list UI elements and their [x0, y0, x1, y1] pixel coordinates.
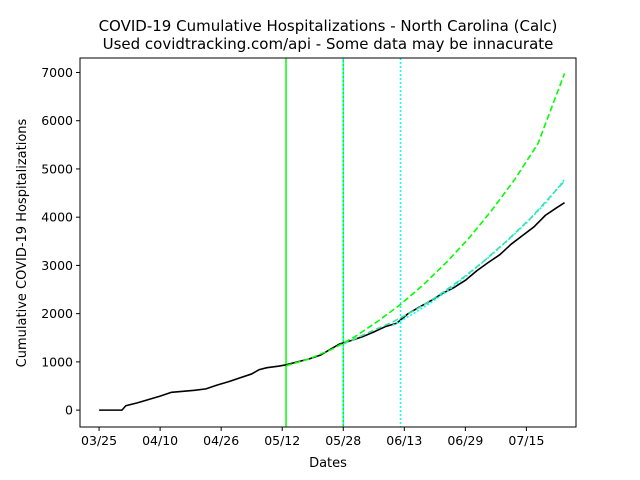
x-axis: 03/25 04/10 04/26 05/12 05/28 06/13 06/29 07/15: [81, 427, 544, 448]
series-line-4: [342, 180, 566, 345]
y-tick-label: 0: [65, 403, 73, 418]
y-tick-label: 4000: [41, 210, 73, 225]
x-tick-label: 06/29: [447, 433, 483, 448]
x-tick-label: 04/10: [142, 433, 178, 448]
y-axis-label: Cumulative COVID-19 Hospitalizations: [15, 118, 30, 367]
chart-subtitle: Used covidtracking.com/api - Some data m…: [103, 35, 554, 53]
plot-frame: [79, 57, 577, 428]
x-tick-label: 04/26: [203, 433, 239, 448]
y-tick-label: 7000: [41, 65, 73, 80]
series-line-1: [99, 202, 565, 411]
y-tick-label: 5000: [41, 161, 73, 176]
x-tick-label: 06/13: [386, 433, 422, 448]
series-line-2: [285, 73, 566, 367]
x-axis-label: Dates: [309, 456, 347, 471]
x-tick-label: 03/25: [81, 433, 117, 448]
plot-area: [99, 58, 566, 427]
y-axis: 0 1000 2000 3000 4000 5000 6000 7000: [41, 65, 80, 418]
x-tick-label: 07/15: [508, 433, 544, 448]
chart-title: COVID-19 Cumulative Hospitalizations - N…: [99, 17, 558, 35]
x-tick-label: 05/12: [264, 433, 300, 448]
x-tick-label: 05/28: [325, 433, 361, 448]
y-tick-label: 3000: [41, 258, 73, 273]
y-tick-label: 1000: [41, 354, 73, 369]
y-tick-label: 2000: [41, 306, 73, 321]
y-tick-label: 6000: [41, 113, 73, 128]
